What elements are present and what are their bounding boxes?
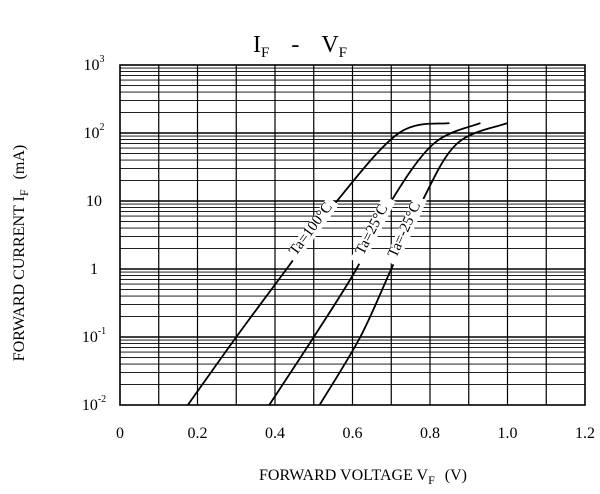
y-tick-exponent: -2	[98, 394, 106, 405]
y-tick-label: 10-2	[82, 394, 106, 414]
curve-line-1	[187, 122, 450, 406]
x-axis-label-unit: (V)	[445, 467, 467, 484]
y-tick-base: 10	[84, 125, 100, 142]
curve-label-background	[350, 195, 396, 266]
y-tick-exponent: 2	[100, 122, 105, 133]
curve-label-background	[384, 194, 427, 267]
curve-line-2	[268, 122, 481, 406]
curve-label: Ta=25°C	[353, 202, 392, 258]
title-v-sub: F	[339, 45, 347, 61]
title-v: V	[321, 32, 339, 58]
grid	[120, 65, 585, 405]
x-tick-label: 1.2	[575, 425, 595, 442]
x-axis-label-text: FORWARD VOLTAGE V	[259, 467, 429, 484]
curve-label-background	[284, 196, 339, 263]
y-tick-label: 103	[84, 54, 105, 74]
y-axis-label-text: FORWARD CURRENT I	[11, 196, 28, 361]
curve-label-group-1: Ta=100°C	[284, 196, 339, 263]
x-tick-label: 1.0	[498, 425, 518, 442]
y-tick-base: 10	[82, 397, 98, 414]
y-tick-base: 10	[82, 329, 98, 346]
svg-text:IF-VF: IF - VF	[253, 32, 347, 61]
y-axis-label: FORWARD CURRENT IF (mA)	[11, 145, 31, 361]
title-separator: -	[291, 32, 299, 58]
y-tick-label: 10-1	[82, 326, 106, 346]
x-tick-label: 0.2	[188, 425, 208, 442]
y-tick-exponent: 3	[100, 54, 105, 65]
x-tick-label: 0.4	[265, 425, 285, 442]
y-tick-base: 1	[90, 261, 98, 278]
y-axis-label-sub: F	[17, 189, 31, 196]
x-tick-label: 0	[116, 425, 124, 442]
plot-frame	[119, 64, 586, 406]
y-tick-exponent: -1	[98, 326, 106, 337]
x-tick-labels: 0 0.2 0.4 0.6 0.8 1.0 1.2	[116, 425, 595, 442]
y-axis-label-unit: (mA)	[11, 145, 28, 180]
x-tick-label: 0.6	[343, 425, 363, 442]
y-tick-label: 10	[86, 193, 102, 210]
plot-border	[119, 64, 586, 406]
title-i: I	[253, 32, 261, 58]
x-axis-label-sub: F	[428, 473, 435, 487]
y-tick-label: 102	[84, 122, 105, 142]
y-tick-base: 10	[84, 57, 100, 74]
curve-labels: Ta=100°C Ta=25°CTa=-25°C	[284, 194, 427, 267]
y-tick-base: 10	[86, 193, 102, 210]
title-i-sub: F	[261, 45, 269, 61]
x-tick-label: 0.8	[420, 425, 440, 442]
curve-label: Ta=100°C	[286, 200, 336, 259]
x-axis-label: FORWARD VOLTAGE VF (V)	[259, 467, 467, 487]
y-tick-label: 1	[90, 261, 98, 278]
chart-title: IF - VF	[253, 32, 347, 61]
